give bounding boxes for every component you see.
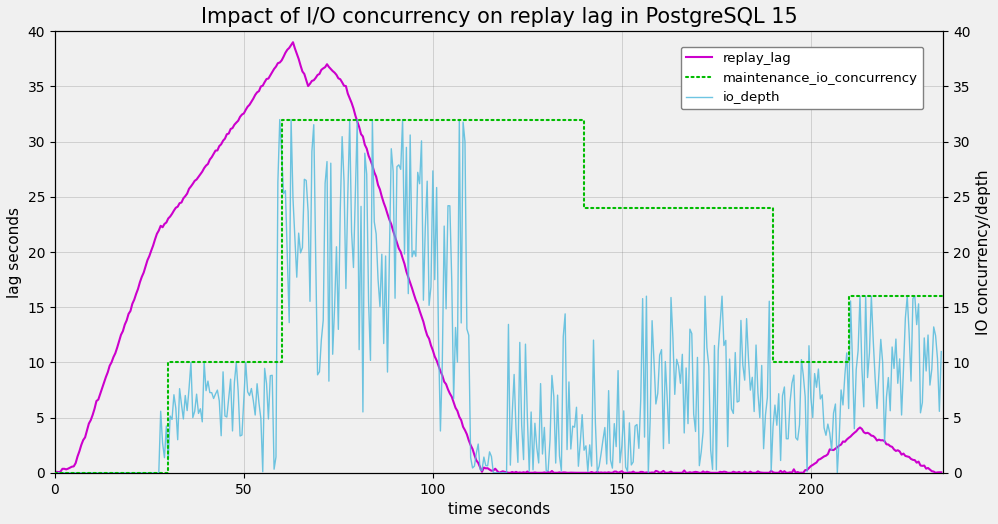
maintenance_io_concurrency <box>767 359 779 366</box>
replay_lag <box>552 470 564 476</box>
Title: Impact of I/O concurrency on replay lag in PostgreSQL 15: Impact of I/O concurrency on replay lag … <box>201 7 797 27</box>
X-axis label: time seconds: time seconds <box>448 502 550 517</box>
maintenance_io_concurrency <box>275 116 287 123</box>
maintenance_io_concurrency <box>578 205 590 211</box>
replay_lag <box>935 469 947 475</box>
io_depth <box>49 470 61 476</box>
io_depth <box>387 168 399 174</box>
replay_lag <box>178 195 190 202</box>
replay_lag <box>387 228 399 234</box>
io_depth <box>178 416 190 422</box>
Legend: replay_lag, maintenance_io_concurrency, io_depth: replay_lag, maintenance_io_concurrency, … <box>681 47 923 110</box>
maintenance_io_concurrency <box>767 205 779 211</box>
io_depth <box>227 428 239 434</box>
Y-axis label: IO concurrency/depth: IO concurrency/depth <box>976 169 991 335</box>
io_depth <box>552 392 564 398</box>
replay_lag <box>227 125 239 131</box>
Line: maintenance_io_concurrency: maintenance_io_concurrency <box>55 119 943 473</box>
maintenance_io_concurrency <box>275 359 287 366</box>
io_depth <box>935 348 947 355</box>
Line: io_depth: io_depth <box>55 119 941 473</box>
maintenance_io_concurrency <box>163 359 175 366</box>
io_depth <box>273 116 285 123</box>
replay_lag <box>287 39 299 46</box>
maintenance_io_concurrency <box>163 470 175 476</box>
maintenance_io_concurrency <box>842 293 854 299</box>
maintenance_io_concurrency <box>842 359 854 366</box>
replay_lag <box>753 469 765 475</box>
maintenance_io_concurrency <box>49 470 61 476</box>
io_depth <box>753 414 765 421</box>
Line: replay_lag: replay_lag <box>55 42 941 473</box>
Y-axis label: lag seconds: lag seconds <box>7 206 22 298</box>
io_depth <box>91 470 103 476</box>
replay_lag <box>91 398 103 404</box>
maintenance_io_concurrency <box>937 293 949 299</box>
replay_lag <box>49 470 61 476</box>
maintenance_io_concurrency <box>578 116 590 123</box>
